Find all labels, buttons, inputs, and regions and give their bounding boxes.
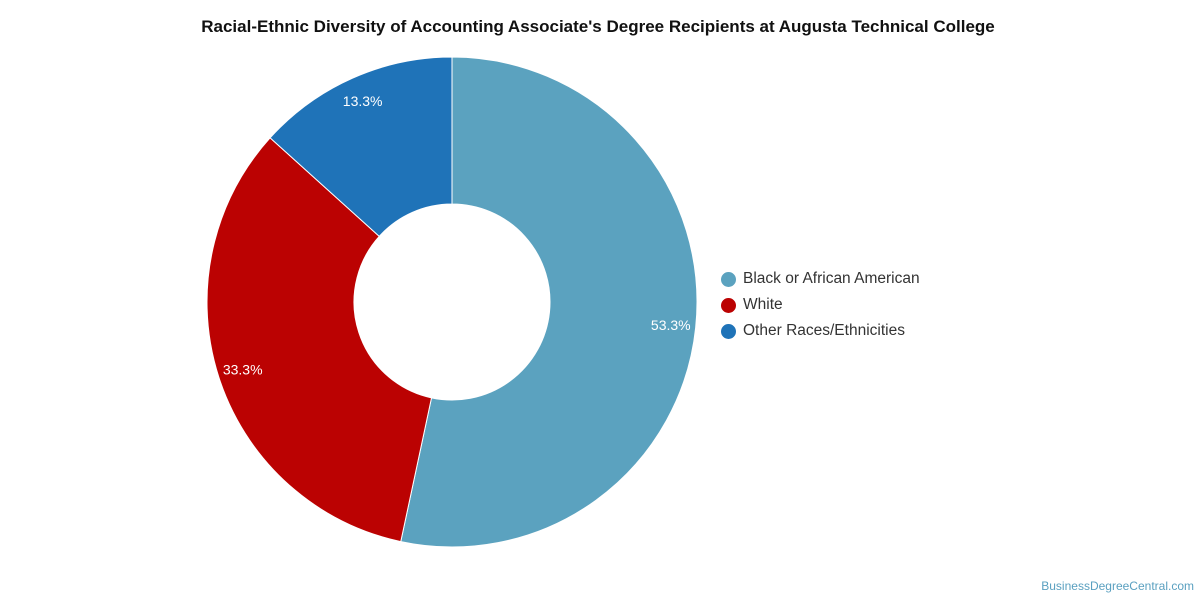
legend-swatch xyxy=(721,271,736,287)
donut-slice-0[interactable] xyxy=(400,56,698,548)
donut-slice-2[interactable] xyxy=(269,56,453,238)
legend-swatch xyxy=(721,323,736,339)
slice-data-label-0: 53.3% xyxy=(651,317,691,333)
legend-swatch xyxy=(721,297,736,313)
legend-label: White xyxy=(743,296,783,313)
chart-title: Racial-Ethnic Diversity of Accounting As… xyxy=(201,17,995,36)
donut-slice-1[interactable] xyxy=(206,137,433,543)
legend-item-other-races[interactable]: Other Races/Ethnicities xyxy=(721,318,920,344)
slice-data-label-1: 33.3% xyxy=(223,362,263,378)
chart-legend: Black or African American White Other Ra… xyxy=(721,266,920,344)
legend-label: Other Races/Ethnicities xyxy=(743,322,905,339)
watermark[interactable]: BusinessDegreeCentral.com xyxy=(1041,579,1194,593)
legend-item-white[interactable]: White xyxy=(721,292,920,318)
legend-label: Black or African American xyxy=(743,270,920,287)
legend-item-black-african-american[interactable]: Black or African American xyxy=(721,266,920,292)
slice-data-label-2: 13.3% xyxy=(343,93,383,109)
